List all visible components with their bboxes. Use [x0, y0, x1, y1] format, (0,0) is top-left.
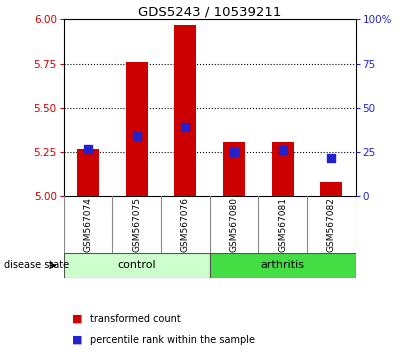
Bar: [272, 142, 293, 196]
Point: [328, 155, 335, 160]
Point: [231, 149, 237, 155]
Point: [279, 148, 286, 153]
Text: arthritis: arthritis: [261, 261, 305, 270]
Title: GDS5243 / 10539211: GDS5243 / 10539211: [138, 5, 281, 18]
Bar: [126, 62, 148, 196]
Bar: [210, 253, 356, 278]
Text: GSM567075: GSM567075: [132, 197, 141, 252]
Point: [85, 146, 91, 152]
Bar: [174, 25, 196, 196]
Text: GSM567080: GSM567080: [229, 197, 238, 252]
Text: GSM567074: GSM567074: [83, 197, 92, 252]
Bar: [64, 253, 210, 278]
Text: transformed count: transformed count: [90, 314, 181, 324]
Point: [182, 125, 189, 130]
Text: disease state: disease state: [4, 261, 69, 270]
Text: GSM567081: GSM567081: [278, 197, 287, 252]
Text: ■: ■: [72, 314, 83, 324]
Text: GSM567076: GSM567076: [181, 197, 190, 252]
Text: percentile rank within the sample: percentile rank within the sample: [90, 335, 255, 345]
Bar: [223, 142, 245, 196]
Bar: [320, 182, 342, 196]
Text: ■: ■: [72, 335, 83, 345]
Bar: [77, 149, 99, 196]
Point: [133, 133, 140, 139]
Text: control: control: [118, 261, 156, 270]
Text: GSM567082: GSM567082: [327, 197, 336, 252]
